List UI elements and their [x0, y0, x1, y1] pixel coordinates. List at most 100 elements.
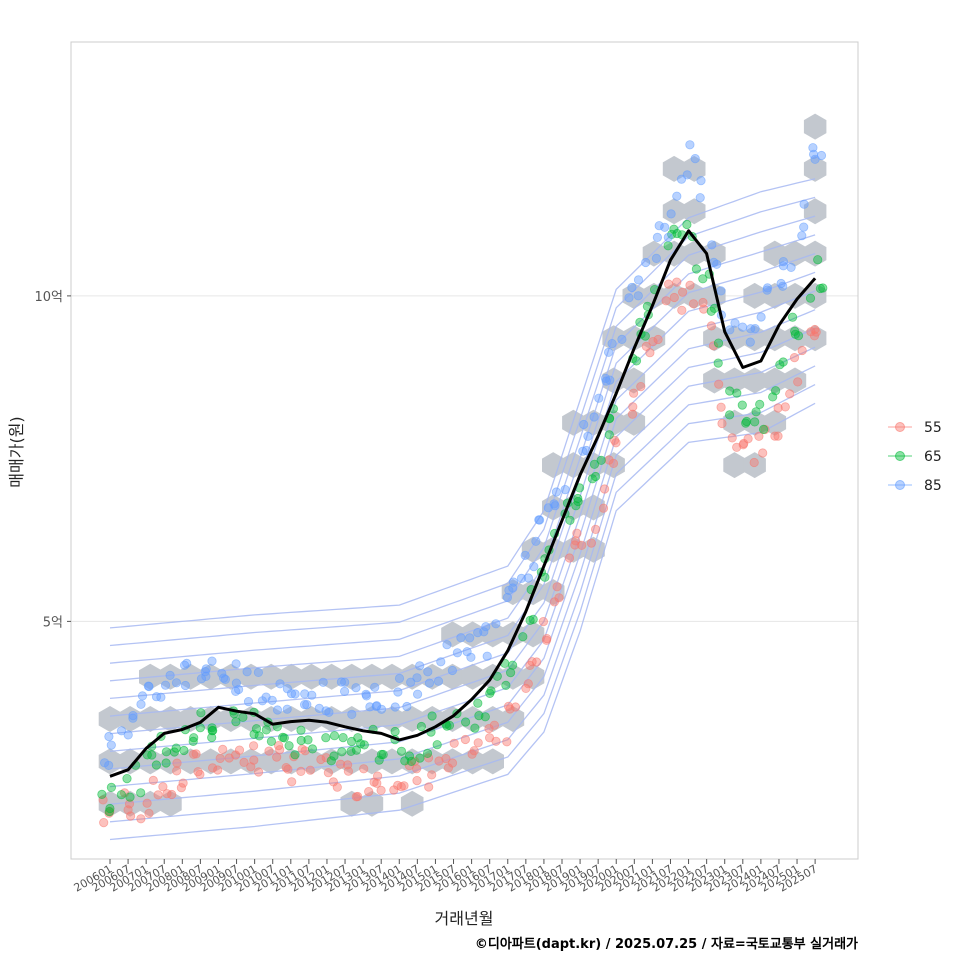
hexbin-cell [763, 367, 787, 394]
data-point-55 [372, 778, 382, 788]
data-point-55 [572, 528, 582, 538]
plot-panel-border [70, 41, 859, 860]
data-point-55 [672, 277, 682, 287]
data-point-85 [549, 499, 559, 509]
data-point-65 [596, 455, 606, 465]
data-point-85 [361, 689, 371, 699]
data-point-55 [332, 782, 342, 792]
data-point-65 [758, 424, 769, 434]
data-point-65 [404, 751, 415, 761]
data-point-85 [128, 710, 138, 721]
data-point-55 [627, 409, 638, 419]
data-point-65 [329, 751, 339, 761]
data-point-85 [633, 291, 643, 301]
data-point-55 [628, 402, 638, 412]
y-axis-title: 매매가(원) [7, 416, 26, 487]
hexbin-layer [98, 113, 827, 817]
data-point-85 [462, 647, 472, 657]
data-point-65 [249, 729, 259, 739]
data-point-85 [452, 648, 462, 658]
data-point-85 [523, 573, 534, 583]
data-point-85 [402, 701, 412, 712]
data-point-85 [415, 661, 425, 671]
data-point-65 [415, 753, 425, 763]
hexbin-cell [743, 409, 766, 436]
data-point-55 [770, 431, 780, 441]
data-point-85 [799, 199, 809, 209]
hexbin-cell [723, 452, 746, 479]
data-point-65 [355, 739, 366, 749]
data-point-85 [423, 667, 433, 677]
data-point-55 [738, 440, 748, 450]
data-point-85 [261, 692, 271, 702]
hexbin-cell [683, 155, 706, 182]
data-point-85 [465, 633, 475, 643]
data-point-85 [100, 758, 110, 768]
data-point-65 [188, 736, 198, 747]
data-point-65 [565, 515, 575, 525]
data-point-85 [136, 699, 146, 709]
data-point-85 [560, 484, 570, 495]
hexbin-cell [743, 282, 766, 309]
data-point-55 [364, 786, 374, 797]
data-point-65 [755, 399, 765, 409]
data-point-85 [182, 658, 192, 669]
data-point-55 [773, 403, 783, 413]
data-point-65 [663, 241, 673, 251]
data-point-65 [161, 747, 171, 757]
data-point-85 [253, 667, 263, 678]
data-point-55 [542, 633, 552, 644]
data-point-55 [208, 763, 218, 773]
data-point-65 [422, 748, 433, 759]
hexbin-cell [582, 494, 605, 521]
hexbin-cell [280, 748, 303, 775]
data-point-85 [502, 592, 512, 603]
y-tick-label: 10억 [34, 290, 63, 305]
data-point-55 [636, 381, 646, 392]
data-point-85 [299, 699, 310, 710]
hexbin-cell [159, 706, 182, 732]
data-point-85 [712, 259, 722, 269]
data-point-85 [456, 633, 466, 643]
data-point-65 [390, 726, 400, 737]
data-point-85 [171, 678, 182, 688]
data-point-85 [433, 676, 444, 686]
data-point-55 [249, 741, 259, 751]
data-point-55 [780, 402, 790, 412]
data-point-65 [460, 717, 471, 727]
source-caption: ©디아파트(dapt.kr) / 2025.07.25 / 자료=국토교통부 실… [475, 936, 858, 952]
hexbin-cell [360, 663, 384, 690]
data-point-85 [579, 419, 589, 430]
data-point-85 [290, 689, 300, 699]
data-point-65 [122, 773, 132, 784]
density-contour [109, 384, 816, 823]
data-point-55 [158, 782, 168, 792]
data-point-85 [286, 688, 297, 699]
data-point-65 [473, 698, 483, 708]
data-point-85 [617, 334, 627, 344]
data-point-85 [481, 622, 491, 632]
data-point-85 [442, 640, 452, 650]
data-point-65 [525, 615, 535, 626]
data-point-65 [573, 496, 583, 507]
data-point-85 [219, 673, 229, 683]
data-point-85 [390, 702, 400, 712]
data-point-55 [195, 769, 205, 780]
data-point-85 [165, 670, 175, 681]
data-point-55 [460, 734, 470, 745]
data-point-55 [599, 484, 610, 494]
y-tick-label: 5억 [43, 615, 63, 630]
data-point-85 [690, 154, 700, 164]
data-point-65 [351, 745, 362, 755]
data-point-55 [215, 753, 225, 764]
data-point-85 [508, 583, 518, 593]
hexbin-cell [783, 367, 807, 394]
data-point-55 [590, 524, 601, 535]
data-point-65 [266, 736, 276, 747]
data-point-85 [231, 659, 241, 669]
data-point-55 [254, 767, 264, 777]
hexbin-cell [139, 790, 162, 817]
data-point-65 [326, 756, 336, 766]
data-point-55 [376, 785, 386, 796]
data-point-65 [501, 680, 511, 691]
